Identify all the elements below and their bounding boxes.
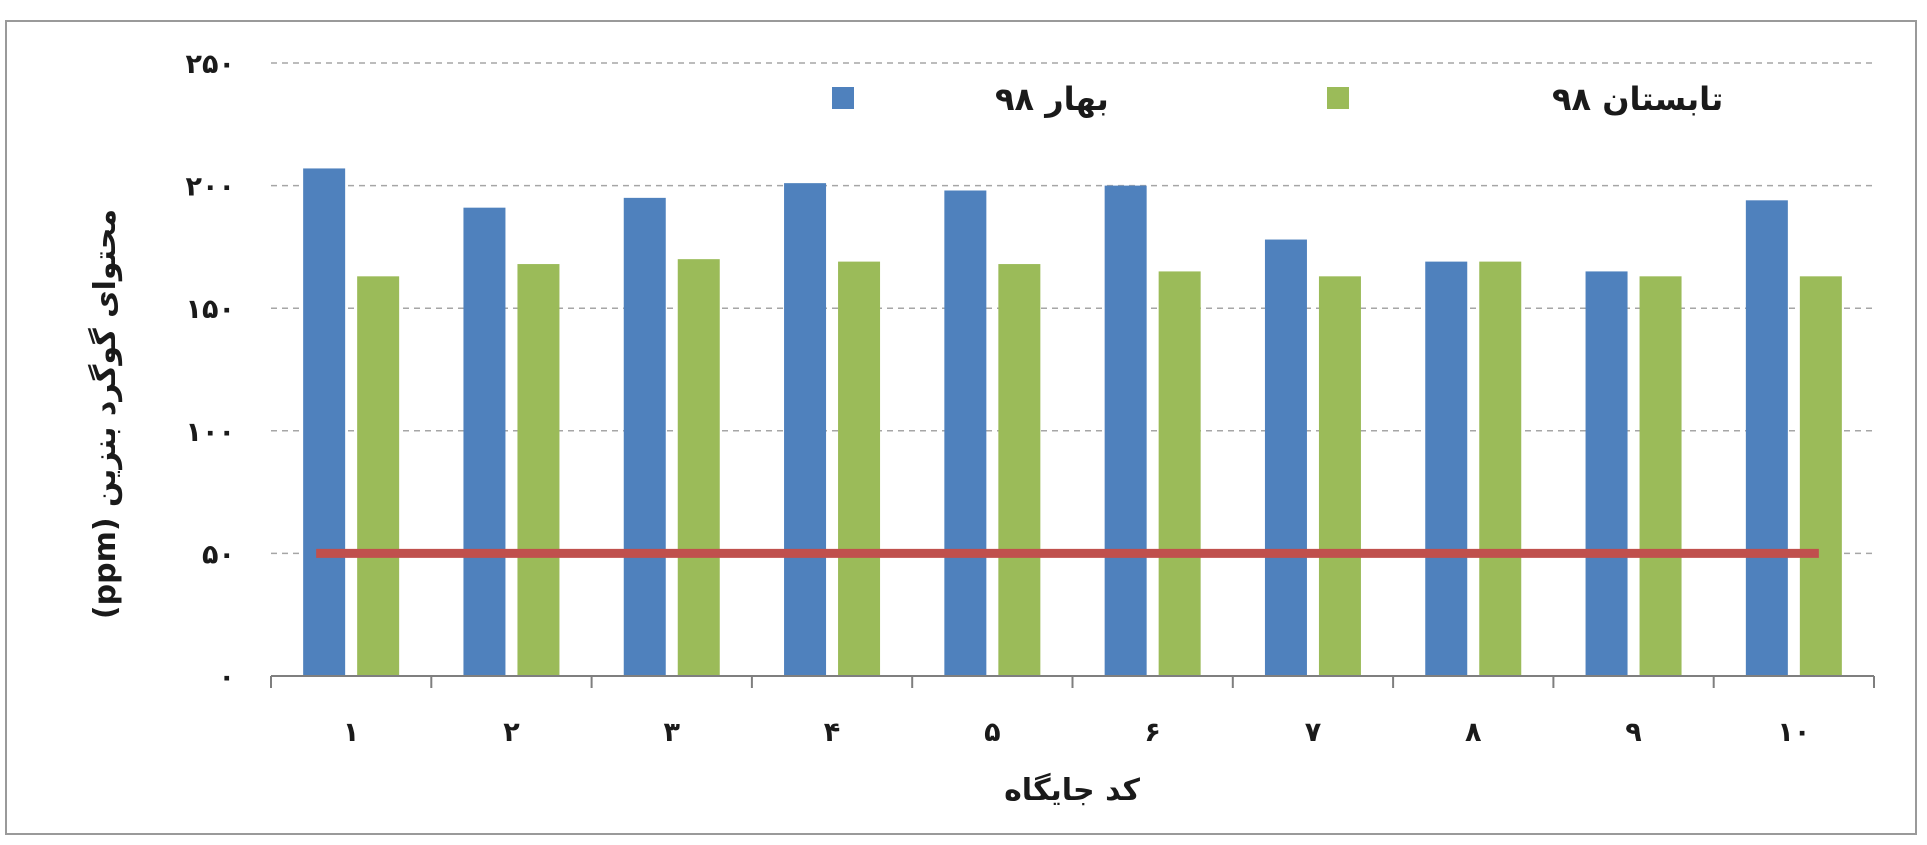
y-tick-label: ۱۵۰	[186, 294, 235, 325]
bar-series1-cat2	[463, 207, 506, 676]
x-tick-label: ۸	[1465, 717, 1482, 748]
y-tick-label: ۱۰۰	[186, 417, 235, 448]
bar-series1-cat6	[1104, 185, 1147, 676]
legend-swatch-2	[1327, 87, 1349, 109]
axes	[270, 675, 1875, 688]
x-tick-label: ۴	[824, 717, 840, 748]
bars	[303, 168, 1842, 677]
bar-chart: ۰ ۵۰ ۱۰۰ ۱۵۰ ۲۰۰ ۲۵۰ ۱ ۲ ۳ ۴ ۵ ۶ ۷ ۸ ۹ ۱۰ بهار ۹۸ تابستا…	[87, 49, 1875, 808]
x-tick-label: ۶	[1144, 717, 1160, 748]
bar-series1-cat1	[303, 168, 346, 676]
x-tick-label: ۵	[984, 717, 1000, 748]
y-tick-label: ۲۵۰	[186, 49, 235, 80]
legend-label-2: تابستان ۹۸	[1552, 80, 1723, 118]
bar-series1-cat4	[784, 183, 827, 676]
bar-series1-cat7	[1264, 239, 1307, 676]
gridlines	[271, 62, 1874, 555]
x-axis-title: کد جایگاه	[1004, 772, 1140, 808]
bar-series2-cat7	[1318, 276, 1361, 676]
tick-labels: ۰ ۵۰ ۱۰۰ ۱۵۰ ۲۰۰ ۲۵۰ ۱ ۲ ۳ ۴ ۵ ۶ ۷ ۸ ۹ ۱۰	[186, 49, 1811, 748]
y-tick-label: ۲۰۰	[186, 172, 235, 203]
chart-frame: ۰ ۵۰ ۱۰۰ ۱۵۰ ۲۰۰ ۲۵۰ ۱ ۲ ۳ ۴ ۵ ۶ ۷ ۸ ۹ ۱۰ بهار ۹۸ تابستا…	[5, 20, 1917, 835]
legend-label-1: بهار ۹۸	[995, 80, 1109, 118]
x-tick-label: ۷	[1305, 717, 1322, 748]
y-axis-title: محتوای گوگرد بنزین (ppm)	[87, 209, 123, 619]
bar-series2-cat5	[998, 264, 1041, 676]
bar-series1-cat5	[944, 190, 987, 676]
bar-series1-cat9	[1585, 271, 1628, 676]
legend-swatch-1	[832, 87, 854, 109]
bar-series2-cat1	[357, 276, 400, 676]
bar-series2-cat10	[1799, 276, 1842, 676]
bar-series2-cat6	[1158, 271, 1201, 676]
bar-series2-cat2	[517, 264, 560, 676]
bar-series1-cat3	[623, 197, 666, 677]
legend: بهار ۹۸ تابستان ۹۸	[832, 80, 1723, 118]
x-tick-label: ۹	[1625, 717, 1641, 748]
bar-series2-cat3	[677, 259, 720, 676]
x-tick-label: ۳	[664, 717, 681, 748]
y-tick-label: ۰	[219, 662, 235, 693]
x-tick-label: ۱۰	[1777, 717, 1810, 748]
bar-series2-cat4	[838, 261, 881, 676]
bar-series2-cat8	[1479, 261, 1522, 676]
x-tick-label: ۱	[343, 717, 359, 748]
y-tick-label: ۵۰	[202, 539, 235, 570]
bar-series1-cat8	[1425, 261, 1468, 676]
x-tick-label: ۲	[503, 717, 520, 748]
bar-series2-cat9	[1639, 276, 1682, 676]
bar-series1-cat10	[1745, 200, 1788, 676]
